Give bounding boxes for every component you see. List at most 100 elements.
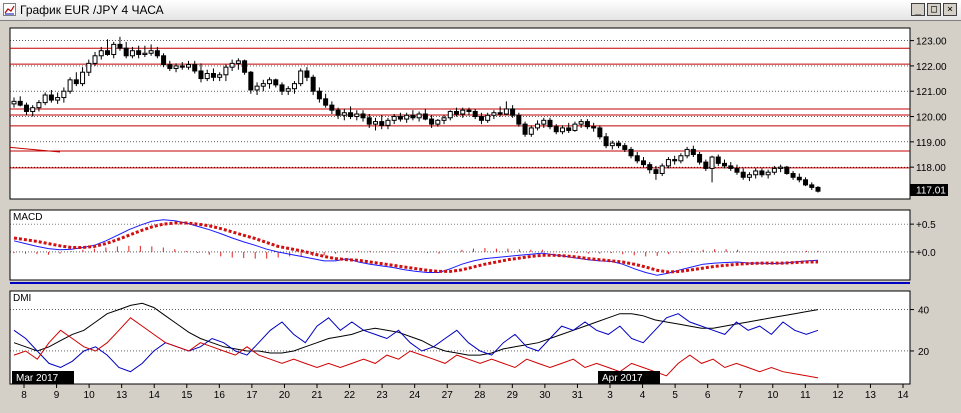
candle-body [435, 119, 441, 125]
candle-body [572, 123, 578, 131]
candle-body [703, 161, 709, 169]
candle-body [23, 104, 29, 112]
title-bar[interactable]: График EUR /JPY 4 ЧАСА _ □ × [0, 0, 961, 21]
dmi-panel: 40 20 DMI [9, 290, 930, 385]
time-tick-label: 21 [311, 390, 323, 401]
candle-body [460, 109, 466, 115]
candle-body [229, 62, 235, 68]
candle-body [316, 90, 322, 100]
candle-body [142, 52, 148, 56]
candle-body [429, 118, 435, 125]
candle-body [329, 104, 335, 111]
time-tick-label: 13 [865, 390, 877, 401]
candle-body [291, 83, 297, 90]
time-tick-label: 27 [442, 390, 454, 401]
candle-body [603, 136, 609, 147]
candle-body [217, 74, 223, 78]
candle-body [273, 79, 279, 86]
time-tick-label: 29 [507, 390, 519, 401]
candle-body [759, 170, 765, 176]
candle-body [186, 64, 192, 68]
time-tick-label: 24 [409, 390, 421, 401]
candle-body [803, 179, 809, 186]
candle-body [279, 84, 285, 92]
candle-body [510, 108, 516, 116]
month-label-box [598, 371, 660, 384]
candle-body [372, 121, 378, 125]
current-price-box [910, 184, 948, 196]
time-tick-label: 30 [539, 390, 551, 401]
candle-body [678, 155, 684, 162]
candle-body [129, 50, 135, 57]
minimize-button[interactable]: _ [911, 3, 925, 16]
candle-body [36, 102, 42, 109]
candle-body [379, 121, 385, 126]
candle-body [622, 145, 628, 150]
candle-body [98, 50, 104, 57]
candle-body [628, 148, 634, 157]
candle-body [198, 70, 204, 80]
candle-body [815, 186, 821, 192]
candle-body [597, 127, 603, 138]
candle-body [179, 65, 185, 68]
candle-body [104, 50, 110, 56]
dmi-tick-label: 20 [918, 347, 930, 358]
candle-body [609, 142, 615, 147]
candle-body [223, 66, 229, 76]
chart-area: 123.00 122.00 121.00 120.00 119.00 118.00 117… [0, 21, 961, 408]
close-button[interactable]: × [943, 3, 957, 16]
candle-body [485, 114, 491, 121]
time-tick-label: 9 [54, 390, 60, 401]
candle-body [416, 113, 422, 119]
time-tick-label: 12 [832, 390, 844, 401]
candle-body [478, 116, 484, 121]
price-tick-label: 119.00 [916, 138, 946, 149]
candle-body [553, 126, 559, 133]
month-label-box [12, 371, 74, 384]
candle-body [148, 50, 154, 54]
candle-body [111, 43, 117, 56]
dmi-tick-label: 40 [918, 306, 930, 317]
price-tick-label: 123.00 [916, 37, 947, 48]
candle-body [341, 112, 347, 116]
candle-body [422, 113, 428, 120]
candle-body [86, 62, 92, 73]
candle-body [260, 83, 266, 87]
candle-body [746, 174, 752, 178]
price-panel: 123.00 122.00 121.00 120.00 119.00 118.00 117… [9, 27, 948, 200]
candle-body [690, 148, 696, 155]
candle-body [566, 127, 572, 131]
macd-line [13, 219, 819, 276]
candle-body [784, 166, 790, 174]
candle-body [734, 167, 740, 173]
candle-body [80, 71, 86, 85]
candle-body [17, 100, 23, 106]
candle-body [385, 119, 391, 126]
macd-label: MACD [13, 212, 42, 223]
candle-body [254, 85, 260, 91]
macd-panel-frame [9, 209, 911, 281]
time-tick-label: 31 [572, 390, 584, 401]
time-tick-label: 28 [474, 390, 486, 401]
candle-body [522, 123, 528, 135]
candle-body [204, 73, 210, 80]
price-axis: 123.00 122.00 121.00 120.00 119.00 118.00 [910, 37, 947, 174]
candle-body [672, 159, 678, 162]
candle-body [354, 113, 360, 118]
candle-body [335, 109, 341, 116]
chart-app-icon [3, 3, 16, 16]
candle-body [491, 112, 497, 116]
maximize-button[interactable]: □ [927, 3, 941, 16]
dmi-adx-line [13, 302, 819, 356]
price-tick-label: 120.00 [916, 113, 947, 124]
candle-body [653, 169, 659, 174]
price-tick-label: 121.00 [916, 87, 947, 98]
macd-axis: +0.5 +0.0 [910, 220, 936, 259]
time-tick-label: 3 [607, 390, 613, 401]
candle-body [709, 156, 715, 169]
candle-body [503, 108, 509, 115]
candle-body [665, 159, 671, 167]
candle-body [55, 97, 61, 101]
